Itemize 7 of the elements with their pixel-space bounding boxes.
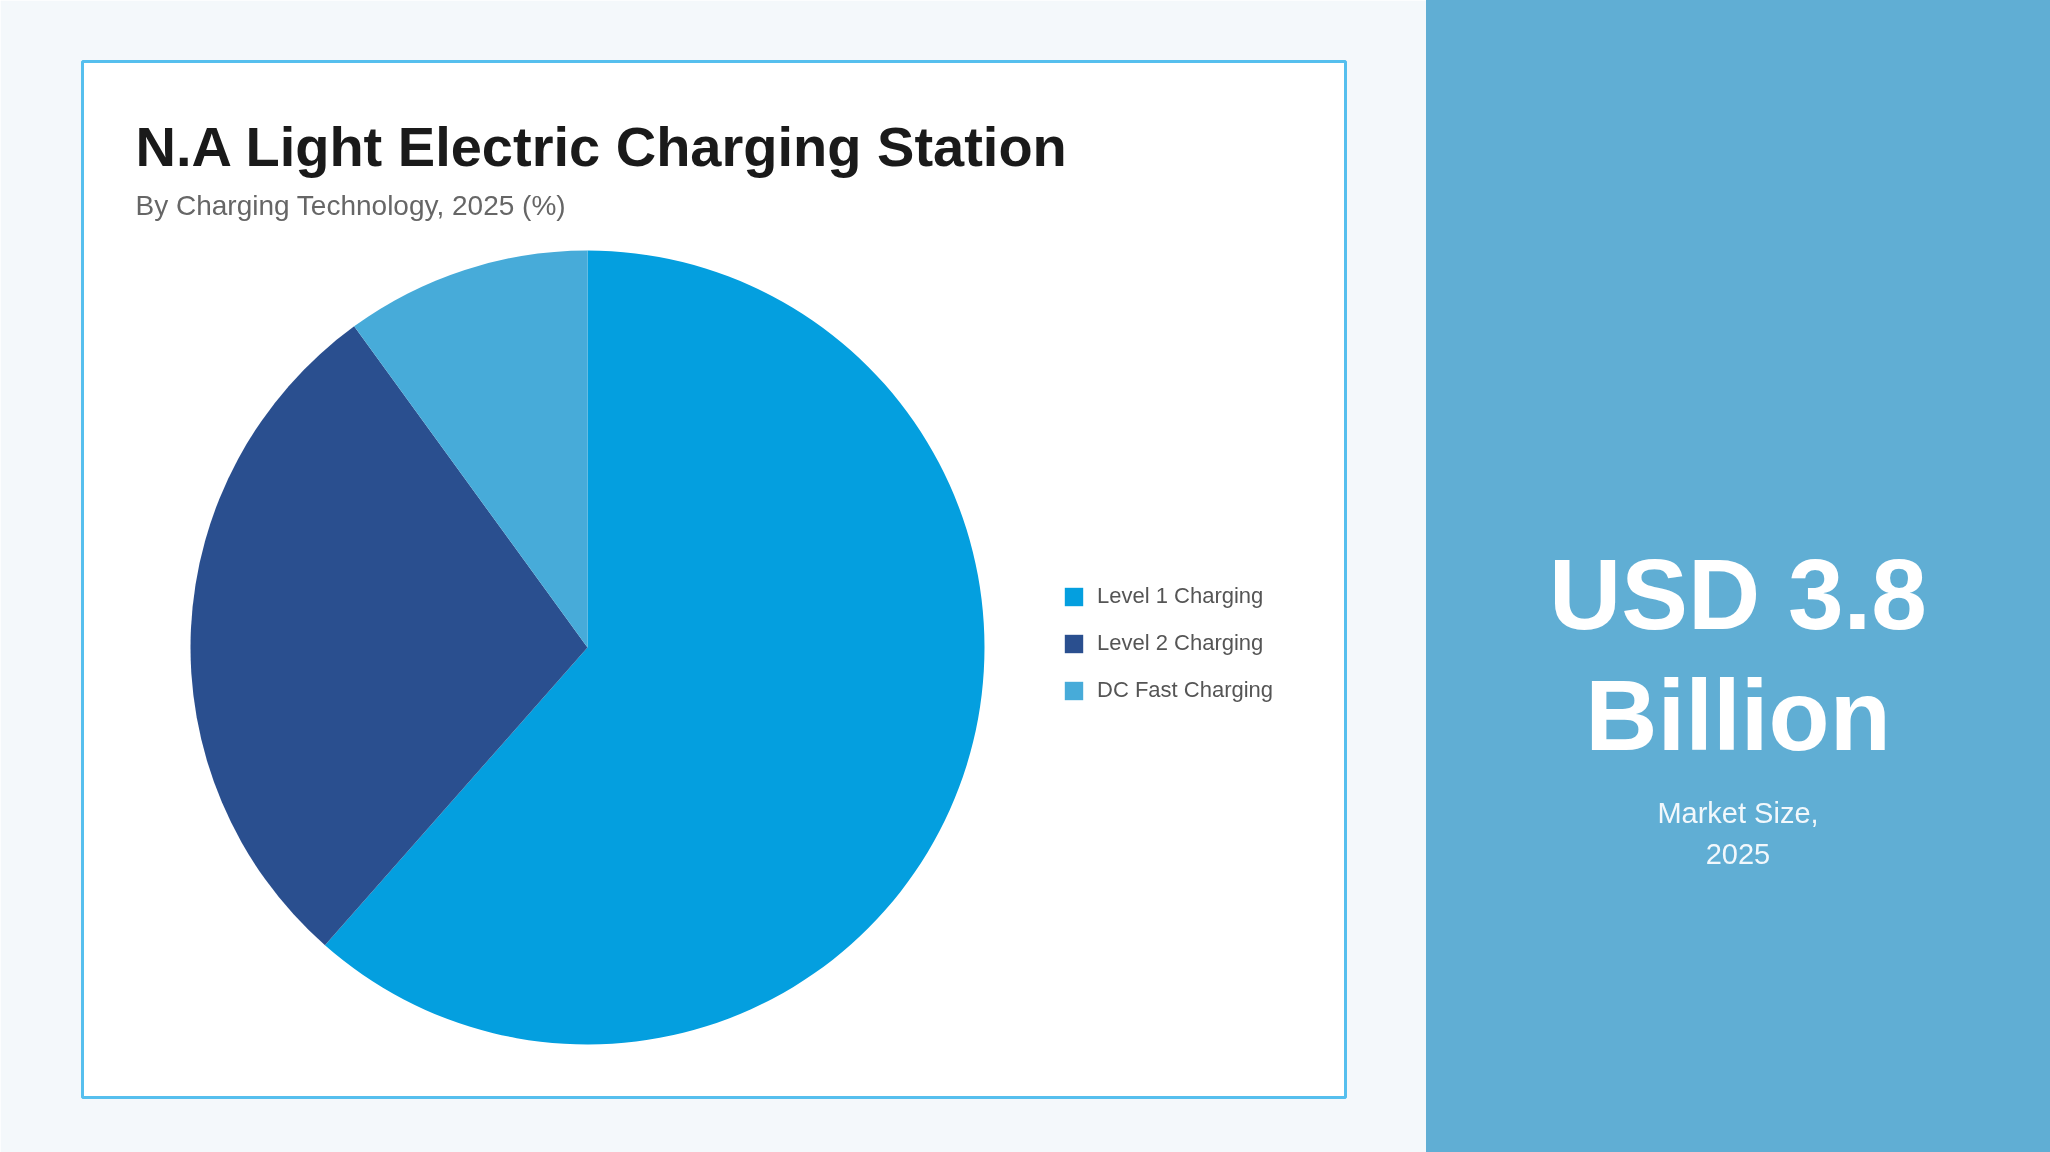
annotation: Market Size, 2025 (1656, 796, 1820, 872)
legend-label: Level 2 Charging (1097, 630, 1264, 656)
legend-label: DC Fast Charging (1097, 677, 1274, 703)
chart-title: N.A Light Electric Charging Station (135, 115, 1067, 178)
chart-subtitle: By Charging Technology, 2025 (%) (135, 190, 566, 221)
annotation: USD 3.8 Billion (1548, 537, 1928, 773)
legend-label: Level 1 Charging (1097, 583, 1264, 609)
